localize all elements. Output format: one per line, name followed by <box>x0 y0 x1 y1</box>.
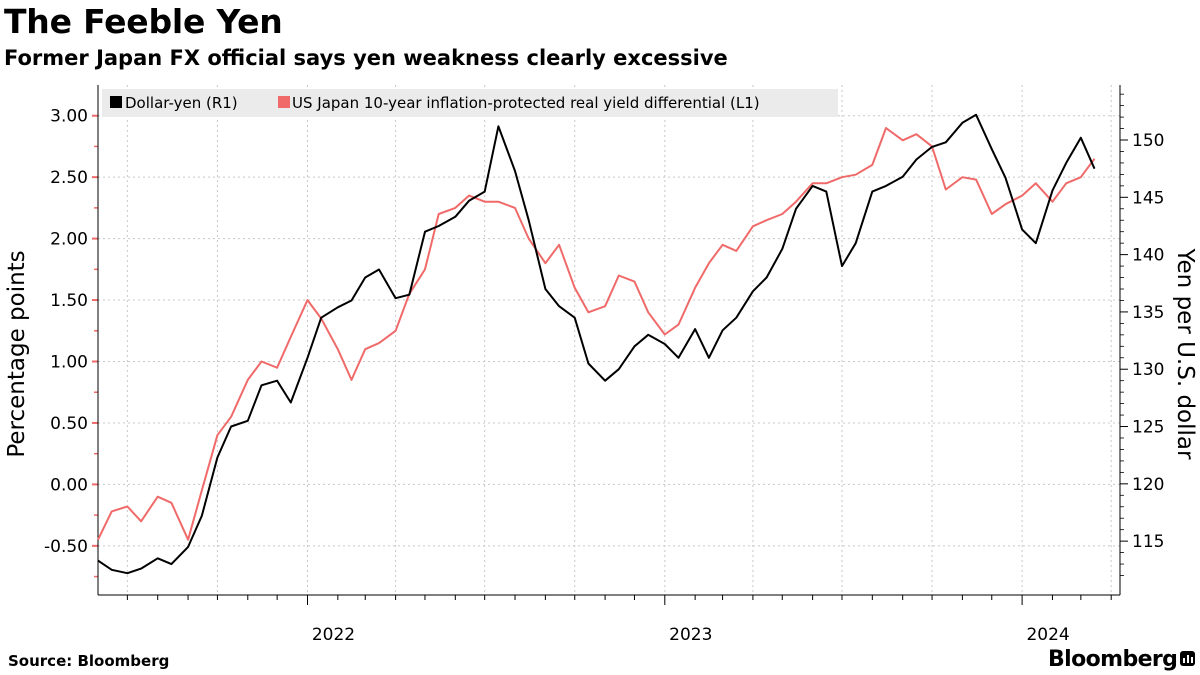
axes: 3.00 2.50 2.00 1.50 1.00 0.50 0.00 -0.50 150 145 1… <box>44 85 1164 645</box>
series-lines <box>97 113 1096 575</box>
right-tick-label: 125 <box>1132 418 1164 438</box>
legend-label-dollar-yen: Dollar-yen (R1) <box>125 94 238 112</box>
left-tick-label: 3.00 <box>50 107 88 127</box>
right-tick-label: 150 <box>1132 131 1164 151</box>
bar-chart-icon <box>1180 651 1195 666</box>
legend-label-real-yield: US Japan 10-year inflation-protected rea… <box>292 94 760 112</box>
right-tick-label: 135 <box>1132 303 1164 323</box>
right-tick-label: 140 <box>1132 246 1164 266</box>
right-tick-label: 115 <box>1132 532 1164 552</box>
chart-title: The Feeble Yen <box>4 2 283 41</box>
left-tick-label: 0.50 <box>50 414 88 434</box>
left-tick-label: 0.00 <box>50 475 88 495</box>
series-line-real-yield <box>97 127 1096 541</box>
source-note: Source: Bloomberg <box>8 652 170 670</box>
left-tick-label: 2.00 <box>50 230 88 250</box>
right-axis-title: Yen per U.S. dollar <box>1172 248 1198 460</box>
legend-swatch-dollar-yen <box>110 96 122 108</box>
x-tick-label: 2024 <box>1026 625 1069 645</box>
x-tick-label: 2023 <box>669 625 712 645</box>
series-line-dollar-yen <box>97 113 1096 575</box>
right-tick-label: 130 <box>1132 360 1164 380</box>
left-tick-label: 1.50 <box>50 291 88 311</box>
chart-subtitle: Former Japan FX official says yen weakne… <box>4 46 728 70</box>
right-tick-label: 145 <box>1132 188 1164 208</box>
legend-background <box>102 89 838 117</box>
legend-swatch-real-yield <box>278 96 290 108</box>
left-tick-label: 2.50 <box>50 168 88 188</box>
bloomberg-logo: Bloomberg <box>1048 647 1178 672</box>
gridlines <box>98 85 1120 595</box>
left-tick-label: -0.50 <box>44 537 88 557</box>
left-axis-title: Percentage points <box>4 250 30 457</box>
legend: Dollar-yen (R1) US Japan 10-year inflati… <box>102 89 838 117</box>
left-tick-label: 1.00 <box>50 353 88 373</box>
x-tick-label: 2022 <box>312 625 355 645</box>
right-tick-label: 120 <box>1132 475 1164 495</box>
